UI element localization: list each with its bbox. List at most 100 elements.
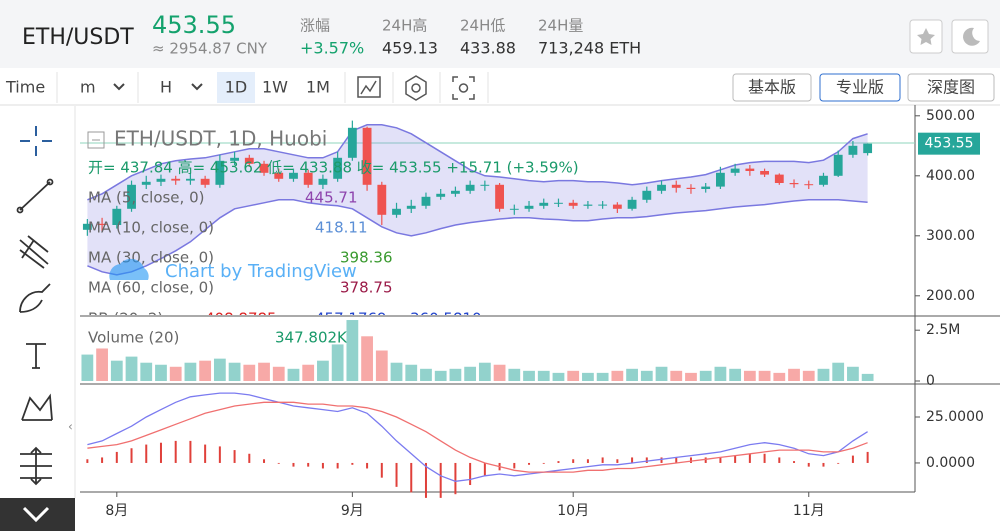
star-icon xyxy=(917,28,935,45)
stat-value: 433.88 xyxy=(460,39,516,58)
brush-tool[interactable] xyxy=(19,283,51,313)
volume-bar xyxy=(169,366,182,381)
volume-bar xyxy=(685,372,697,381)
y-tick-label: 25.0000 xyxy=(926,409,984,425)
candle-body xyxy=(289,172,298,179)
volume-bar xyxy=(508,368,521,381)
macd-histogram xyxy=(704,457,707,463)
stat-label: 24H量 xyxy=(538,17,583,35)
y-tick-label: 300.00 xyxy=(926,228,975,244)
interval-button[interactable]: 1M xyxy=(306,78,330,97)
volume-bar xyxy=(478,362,491,381)
x-tick-label: 8月 xyxy=(105,503,128,519)
bollinger-band-fill xyxy=(87,124,868,275)
macd-histogram xyxy=(616,459,619,463)
candle-body xyxy=(657,184,666,191)
measure-tool[interactable] xyxy=(20,446,52,486)
volume-bar xyxy=(464,366,477,381)
mode-button[interactable] xyxy=(819,73,901,102)
macd-histogram xyxy=(292,462,295,467)
macd-histogram xyxy=(469,462,472,486)
interval-button[interactable]: 1D xyxy=(225,78,248,97)
macd-histogram xyxy=(631,457,634,463)
pitchfork-tool[interactable] xyxy=(19,235,49,269)
macd-histogram xyxy=(366,462,369,469)
macd-histogram xyxy=(483,462,486,476)
candle-body xyxy=(421,196,431,206)
volume-bar xyxy=(155,364,167,381)
stat-label: 涨幅 xyxy=(300,17,330,35)
screenshot-icon[interactable] xyxy=(452,76,475,100)
macd-histogram xyxy=(307,462,310,467)
volume-bar xyxy=(96,348,108,381)
macd-histogram xyxy=(763,453,766,463)
volume-bar xyxy=(640,370,653,381)
candle-body xyxy=(539,202,549,206)
volume-bar xyxy=(287,368,300,381)
ma-legend-value: 378.75 xyxy=(340,279,393,297)
text-tool[interactable] xyxy=(26,343,46,369)
macd-histogram xyxy=(851,455,854,463)
macd-histogram xyxy=(822,462,825,467)
candle-body xyxy=(465,184,475,191)
y-tick-label: 0.0000 xyxy=(926,455,975,471)
macd-histogram xyxy=(528,462,531,465)
volume-bar xyxy=(582,372,594,381)
y-tick-label: 500.00 xyxy=(926,108,975,124)
ma-legend-value: 445.71 xyxy=(305,189,358,207)
chart-type-icon[interactable] xyxy=(357,76,381,98)
macd-histogram xyxy=(174,440,177,463)
screenshot-glyph xyxy=(458,83,469,93)
macd-histogram xyxy=(645,457,648,463)
minute-menu[interactable]: m xyxy=(80,78,96,97)
macd-histogram xyxy=(572,459,575,463)
mode-label: 深度图 xyxy=(927,78,975,97)
macd-histogram xyxy=(513,462,516,469)
crosshair-tool[interactable] xyxy=(20,126,52,156)
volume-bar xyxy=(184,362,197,381)
candle-body xyxy=(333,157,343,179)
macd-histogram xyxy=(351,462,354,465)
more-tools[interactable] xyxy=(0,498,75,531)
volume-bar xyxy=(375,350,388,381)
mode-button[interactable] xyxy=(907,73,995,102)
ma-legend-value: 418.11 xyxy=(315,219,368,237)
drawing-toolbar xyxy=(0,106,75,531)
volume-bar xyxy=(847,366,859,381)
candle-body xyxy=(436,193,446,197)
macd-histogram xyxy=(542,462,545,464)
legend-toggle[interactable] xyxy=(87,131,105,149)
macd-histogram xyxy=(115,451,118,463)
macd-histogram xyxy=(145,444,148,463)
volume-legend-value: 347.802K xyxy=(275,329,348,347)
bb-legend-basis: 408.8785 xyxy=(205,310,277,328)
indicator-icon[interactable] xyxy=(405,75,427,101)
volume-bar xyxy=(449,368,462,381)
candle-body xyxy=(774,174,784,183)
chevron xyxy=(113,83,125,91)
macd-histogram xyxy=(204,444,207,463)
macd-histogram xyxy=(734,455,737,463)
pattern-tool[interactable] xyxy=(21,393,53,421)
cny-price: ≈ 2954.87 CNY xyxy=(152,40,268,58)
bollinger-lower xyxy=(87,199,868,276)
stat-value: +3.57% xyxy=(300,39,364,58)
volume-bar xyxy=(272,366,285,381)
macd-histogram xyxy=(101,457,104,463)
x-tick-label: 10月 xyxy=(557,503,589,519)
macd-histogram xyxy=(675,457,678,463)
hour-menu[interactable]: H xyxy=(160,78,172,97)
mode-button[interactable] xyxy=(732,73,812,102)
volume-bar xyxy=(243,364,256,381)
candle-body xyxy=(406,205,416,209)
candle-body xyxy=(215,160,225,185)
line-tool[interactable] xyxy=(19,181,51,211)
interval-button[interactable]: 1W xyxy=(262,78,288,97)
collapse-arrow[interactable]: ‹ xyxy=(68,420,73,434)
bb-legend-label: BB (20, 2) xyxy=(88,310,163,328)
y-tick-label: 400.00 xyxy=(926,168,975,184)
volume-bar xyxy=(743,370,756,381)
indicator-glyph xyxy=(411,83,421,93)
candle-body xyxy=(495,184,504,209)
